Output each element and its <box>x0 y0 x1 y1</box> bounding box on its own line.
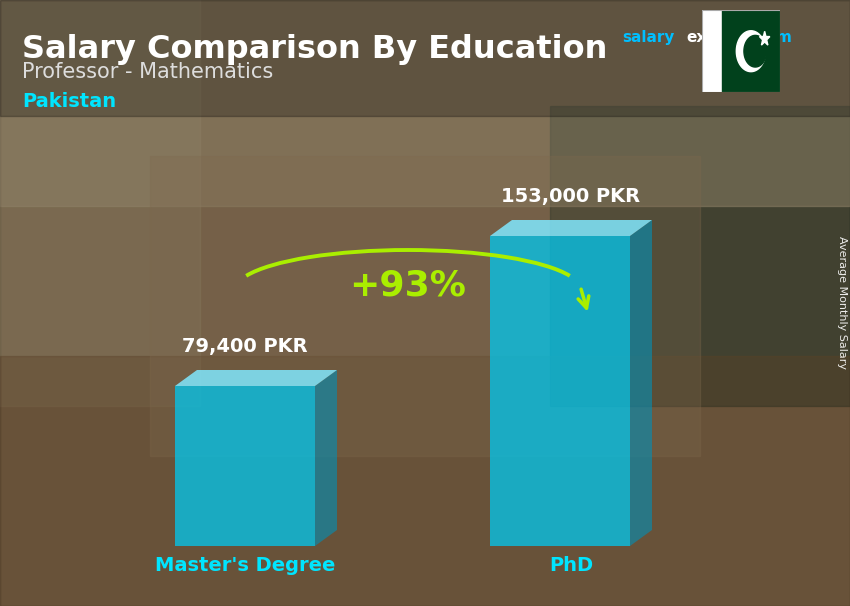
Bar <box>722 10 780 92</box>
Bar <box>0 0 850 206</box>
Text: explorer: explorer <box>686 30 758 45</box>
Polygon shape <box>736 31 766 72</box>
Polygon shape <box>175 370 337 386</box>
Bar <box>0 356 850 606</box>
Bar <box>150 156 700 456</box>
Bar <box>0 0 200 406</box>
Polygon shape <box>490 220 652 236</box>
Bar <box>550 106 850 406</box>
Bar <box>0 0 850 116</box>
Text: salary: salary <box>622 30 674 45</box>
Text: Pakistan: Pakistan <box>22 92 116 111</box>
Polygon shape <box>630 220 652 546</box>
Text: Average Monthly Salary: Average Monthly Salary <box>837 236 847 370</box>
Text: Professor - Mathematics: Professor - Mathematics <box>22 62 273 82</box>
Polygon shape <box>315 370 337 546</box>
Text: +93%: +93% <box>349 268 467 302</box>
Polygon shape <box>175 386 315 546</box>
Polygon shape <box>490 236 630 546</box>
Polygon shape <box>744 35 767 67</box>
Text: .com: .com <box>752 30 793 45</box>
Polygon shape <box>759 32 770 45</box>
Text: PhD: PhD <box>549 556 593 575</box>
Bar <box>702 10 722 92</box>
Text: 153,000 PKR: 153,000 PKR <box>502 187 641 206</box>
Text: 79,400 PKR: 79,400 PKR <box>182 337 308 356</box>
Text: Salary Comparison By Education: Salary Comparison By Education <box>22 34 608 65</box>
Text: Master's Degree: Master's Degree <box>155 556 335 575</box>
